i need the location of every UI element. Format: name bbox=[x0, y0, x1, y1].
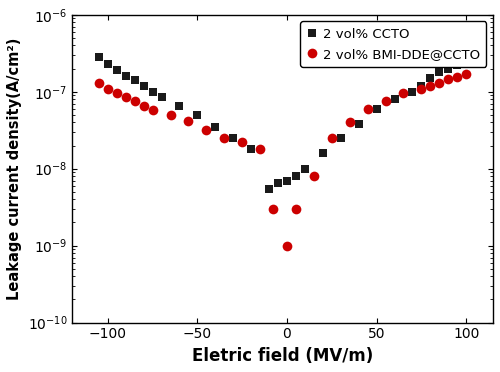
2 vol% CCTO bbox=[302, 166, 308, 171]
2 vol% BMI-DDE@CCTO bbox=[463, 72, 469, 76]
2 vol% CCTO bbox=[428, 76, 434, 80]
2 vol% BMI-DDE@CCTO bbox=[284, 243, 290, 248]
Line: 2 vol% BMI-DDE@CCTO: 2 vol% BMI-DDE@CCTO bbox=[94, 69, 471, 250]
Y-axis label: Leakage current density(A/cm²): Leakage current density(A/cm²) bbox=[7, 38, 22, 300]
2 vol% BMI-DDE@CCTO bbox=[114, 91, 120, 96]
2 vol% CCTO bbox=[150, 90, 156, 94]
2 vol% BMI-DDE@CCTO bbox=[454, 75, 460, 79]
2 vol% BMI-DDE@CCTO bbox=[436, 81, 442, 85]
2 vol% CCTO bbox=[410, 90, 416, 94]
2 vol% BMI-DDE@CCTO bbox=[150, 108, 156, 112]
2 vol% CCTO bbox=[266, 186, 272, 191]
2 vol% BMI-DDE@CCTO bbox=[270, 207, 276, 211]
2 vol% BMI-DDE@CCTO bbox=[418, 86, 424, 91]
2 vol% CCTO bbox=[338, 136, 344, 140]
2 vol% CCTO bbox=[248, 147, 254, 151]
2 vol% CCTO bbox=[275, 181, 281, 185]
2 vol% CCTO bbox=[320, 151, 326, 155]
2 vol% CCTO bbox=[105, 62, 111, 66]
2 vol% CCTO bbox=[374, 106, 380, 111]
2 vol% CCTO bbox=[284, 179, 290, 183]
2 vol% BMI-DDE@CCTO bbox=[140, 104, 146, 108]
2 vol% CCTO bbox=[454, 63, 460, 68]
2 vol% CCTO bbox=[140, 83, 146, 88]
2 vol% BMI-DDE@CCTO bbox=[186, 119, 192, 123]
2 vol% CCTO bbox=[158, 95, 164, 99]
2 vol% BMI-DDE@CCTO bbox=[96, 81, 102, 85]
2 vol% BMI-DDE@CCTO bbox=[382, 99, 388, 103]
2 vol% CCTO bbox=[96, 55, 102, 60]
2 vol% CCTO bbox=[436, 70, 442, 74]
2 vol% BMI-DDE@CCTO bbox=[346, 120, 352, 125]
2 vol% CCTO bbox=[230, 136, 236, 140]
2 vol% BMI-DDE@CCTO bbox=[105, 86, 111, 91]
2 vol% BMI-DDE@CCTO bbox=[329, 136, 335, 140]
2 vol% CCTO bbox=[114, 68, 120, 73]
2 vol% CCTO bbox=[392, 97, 398, 102]
2 vol% CCTO bbox=[418, 83, 424, 88]
2 vol% BMI-DDE@CCTO bbox=[400, 91, 406, 96]
2 vol% CCTO bbox=[212, 125, 218, 129]
2 vol% CCTO bbox=[132, 78, 138, 83]
2 vol% CCTO bbox=[176, 104, 182, 108]
2 vol% BMI-DDE@CCTO bbox=[239, 140, 245, 145]
2 vol% CCTO bbox=[356, 122, 362, 126]
Line: 2 vol% CCTO: 2 vol% CCTO bbox=[94, 53, 480, 193]
2 vol% CCTO bbox=[463, 59, 469, 63]
2 vol% BMI-DDE@CCTO bbox=[222, 136, 228, 140]
2 vol% BMI-DDE@CCTO bbox=[428, 83, 434, 88]
2 vol% CCTO bbox=[472, 55, 478, 60]
2 vol% BMI-DDE@CCTO bbox=[446, 77, 452, 81]
2 vol% BMI-DDE@CCTO bbox=[257, 147, 263, 151]
2 vol% BMI-DDE@CCTO bbox=[132, 99, 138, 103]
X-axis label: Eletric field (MV/m): Eletric field (MV/m) bbox=[192, 347, 373, 365]
Legend: 2 vol% CCTO, 2 vol% BMI-DDE@CCTO: 2 vol% CCTO, 2 vol% BMI-DDE@CCTO bbox=[300, 21, 486, 67]
2 vol% BMI-DDE@CCTO bbox=[122, 95, 128, 99]
2 vol% CCTO bbox=[446, 66, 452, 71]
2 vol% BMI-DDE@CCTO bbox=[204, 128, 210, 132]
2 vol% CCTO bbox=[122, 74, 128, 78]
2 vol% CCTO bbox=[293, 174, 299, 179]
2 vol% BMI-DDE@CCTO bbox=[168, 113, 173, 117]
2 vol% BMI-DDE@CCTO bbox=[364, 106, 370, 111]
2 vol% BMI-DDE@CCTO bbox=[293, 207, 299, 211]
2 vol% BMI-DDE@CCTO bbox=[311, 174, 317, 179]
2 vol% CCTO bbox=[194, 113, 200, 117]
